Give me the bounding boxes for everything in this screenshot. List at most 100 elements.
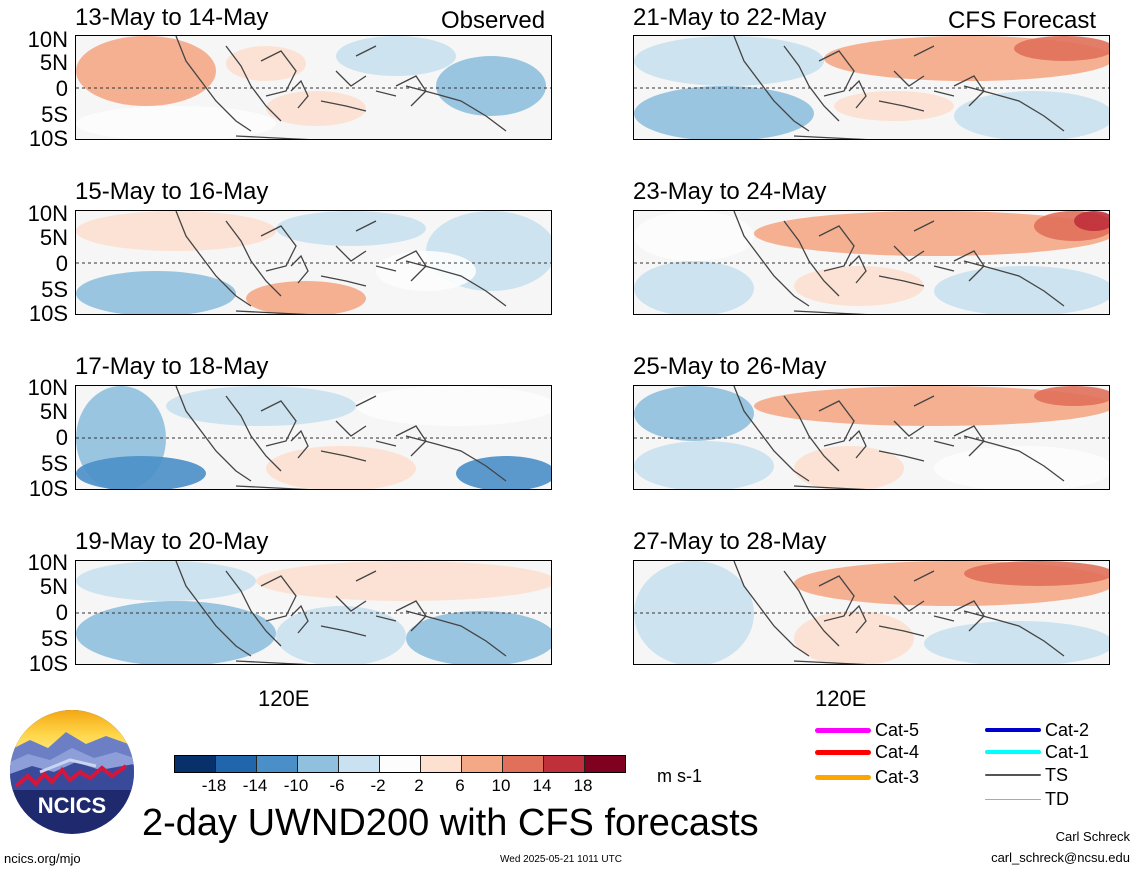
lat-label: 5N	[39, 225, 68, 250]
panel-title-2: 15-May to 16-May	[75, 178, 269, 205]
wind-anomaly-region	[276, 211, 426, 246]
wind-anomaly-region	[1014, 36, 1109, 61]
lat-label: 10N	[27, 375, 68, 400]
colorbar-tick: -2	[370, 776, 386, 795]
coastline	[733, 36, 1065, 139]
legend-label: Cat-5	[875, 720, 920, 740]
lat-label: 5S	[41, 277, 68, 302]
lat-label: 0	[55, 251, 68, 276]
colorbar-units: m s-1	[657, 766, 702, 786]
legend-label: Cat-4	[875, 742, 920, 762]
wind-anomaly-region	[266, 446, 416, 489]
legend-item-cat1: Cat-1	[985, 741, 1089, 763]
wind-anomaly-region	[924, 621, 1109, 664]
colorbar-cell	[380, 756, 421, 772]
observed-label: Observed	[441, 7, 546, 34]
lat-label: 10S	[28, 126, 68, 151]
wind-anomaly-region	[166, 386, 356, 426]
wind-anomaly-region	[634, 386, 754, 441]
wind-anomaly-region	[226, 46, 306, 81]
coastline	[175, 211, 507, 314]
legend-swatch	[985, 774, 1041, 776]
colorbar-tick: -14	[242, 776, 268, 795]
map-panel-3	[75, 385, 552, 490]
wind-anomaly-region	[794, 446, 904, 489]
map-panel-8	[633, 560, 1110, 665]
colorbar	[174, 755, 626, 773]
colorbar-tick: 18	[573, 776, 593, 795]
map-panel-1	[75, 35, 552, 140]
map-shading	[634, 561, 1109, 664]
wind-anomaly-region	[276, 606, 406, 664]
legend-label: TS	[1045, 765, 1069, 785]
ncics-logo: NCICS	[10, 710, 134, 834]
lat-label: 10S	[28, 301, 68, 326]
colorbar-cell	[175, 756, 216, 772]
wind-anomaly-region	[456, 456, 551, 489]
panel-title-7: 25-May to 26-May	[633, 353, 827, 380]
colorbar-cell	[421, 756, 462, 772]
map-shading	[76, 386, 551, 489]
map-shading	[76, 561, 551, 664]
map-panel-6	[633, 210, 1110, 315]
wind-anomaly-region	[76, 561, 256, 601]
panel-title-5: 21-May to 22-May	[633, 4, 827, 31]
legend-label: Cat-1	[1045, 742, 1090, 762]
logo-text: NCICS	[38, 793, 106, 818]
colorbar-tick: 14	[532, 776, 552, 795]
wind-anomaly-region	[1034, 386, 1109, 406]
panel-title-4: 19-May to 20-May	[75, 528, 269, 555]
wind-anomaly-region	[634, 36, 824, 86]
author-email: carl_schreck@ncsu.edu	[991, 850, 1130, 865]
legend-item-td: TD	[985, 788, 1069, 810]
map-shading	[634, 211, 1109, 314]
lon-label-left: 120E	[258, 686, 310, 711]
lat-label: 10N	[27, 550, 68, 575]
map-shading	[76, 36, 551, 139]
wind-anomaly-region	[76, 106, 276, 139]
lat-label: 5N	[39, 574, 68, 599]
wind-anomaly-region	[436, 56, 546, 116]
wind-anomaly-region	[76, 211, 276, 251]
colorbar-cell	[216, 756, 257, 772]
panel-title-1: 13-May to 14-May	[75, 4, 269, 31]
colorbar-tick: -18	[201, 776, 227, 795]
wind-anomaly-region	[834, 91, 954, 121]
lat-label: 0	[55, 600, 68, 625]
legend-item-cat4: Cat-4	[815, 741, 919, 763]
map-panel-2	[75, 210, 552, 315]
timestamp: Wed 2025-05-21 1011 UTC	[500, 854, 622, 865]
panel-title-3: 17-May to 18-May	[75, 353, 269, 380]
legend-label: Cat-2	[1045, 720, 1090, 740]
colorbar-cell	[585, 756, 625, 772]
wind-anomaly-region	[934, 446, 1109, 489]
wind-anomaly-region	[76, 601, 276, 664]
coastline	[733, 386, 1065, 489]
wind-anomaly-region	[634, 261, 754, 314]
author-name: Carl Schreck	[1055, 829, 1130, 844]
lat-label: 10N	[27, 27, 68, 52]
wind-anomaly-region	[376, 251, 476, 291]
source-url: ncics.org/mjo	[4, 851, 81, 866]
map-panel-4	[75, 560, 552, 665]
legend-item-cat2: Cat-2	[985, 719, 1089, 741]
wind-anomaly-region	[336, 36, 456, 76]
legend-item-cat3: Cat-3	[815, 766, 919, 788]
legend-item-ts: TS	[985, 764, 1068, 786]
wind-anomaly-region	[76, 36, 216, 106]
lon-label-right: 120E	[815, 686, 867, 711]
map-shading	[76, 211, 551, 314]
lat-label: 5N	[39, 399, 68, 424]
wind-anomaly-region	[754, 211, 1109, 256]
legend-swatch	[815, 727, 871, 733]
wind-anomaly-region	[794, 266, 924, 306]
wind-anomaly-region	[356, 386, 551, 426]
coastline	[733, 561, 1065, 664]
colorbar-tick: 10	[491, 776, 511, 795]
legend-swatch	[815, 774, 871, 780]
wind-anomaly-region	[634, 86, 814, 139]
panel-title-6: 23-May to 24-May	[633, 178, 827, 205]
colorbar-cell	[257, 756, 298, 772]
lat-label: 0	[55, 425, 68, 450]
wind-anomaly-region	[266, 91, 366, 126]
